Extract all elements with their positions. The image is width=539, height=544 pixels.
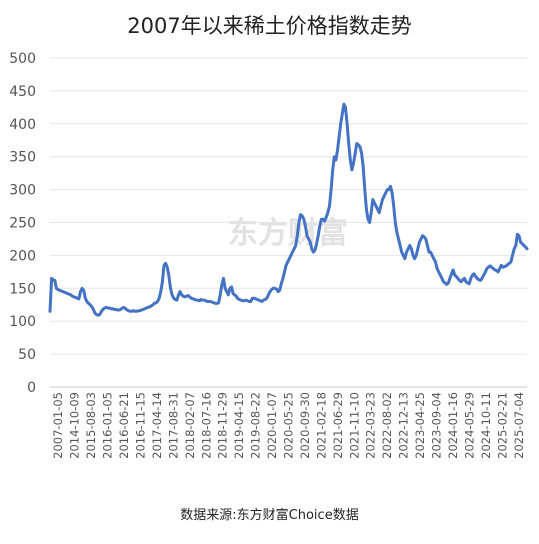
x-tick-label: 2022-08-02 <box>380 392 394 459</box>
y-tick-label: 200 <box>9 248 36 264</box>
x-tick-label: 2007-01-05 <box>51 392 65 459</box>
x-tick-label: 2015-08-03 <box>84 392 98 459</box>
x-tick-label: 2017-04-14 <box>150 392 164 459</box>
x-tick-label: 2019-08-22 <box>249 392 263 459</box>
y-tick-label: 450 <box>9 84 36 100</box>
y-tick-label: 250 <box>9 216 36 232</box>
x-tick-label: 2022-12-13 <box>397 392 411 459</box>
x-tick-label: 2018-07-16 <box>199 392 213 459</box>
x-tick-label: 2018-11-29 <box>216 392 230 459</box>
chart-title: 2007年以来稀土价格指数走势 <box>127 14 412 38</box>
y-gridlines <box>50 57 527 355</box>
x-tick-label: 2018-02-07 <box>183 392 197 459</box>
y-tick-label: 400 <box>9 117 36 133</box>
x-tick-label: 2020-01-07 <box>265 392 279 459</box>
x-tick-label: 2021-11-10 <box>347 392 361 459</box>
y-tick-label: 350 <box>9 150 36 166</box>
y-tick-label: 0 <box>27 380 36 396</box>
x-tick-label: 2024-01-16 <box>446 392 460 459</box>
x-tick-label: 2024-05-29 <box>462 392 476 459</box>
x-axis-labels: 2007-01-05 2014-10-09 2015-08-03 2016-01-05… <box>51 392 526 459</box>
x-tick-label: 2017-08-31 <box>166 392 180 459</box>
x-tick-label: 2016-01-05 <box>101 392 115 459</box>
y-tick-label: 150 <box>9 281 36 297</box>
watermark: 东方财富 <box>228 216 348 251</box>
x-tick-label: 2023-09-04 <box>430 392 444 459</box>
y-tick-label: 300 <box>9 183 36 199</box>
y-tick-label: 100 <box>9 314 36 330</box>
x-tick-label: 2024-10-11 <box>479 392 493 459</box>
x-tick-label: 2025-02-21 <box>495 392 509 459</box>
x-tick-label: 2023-04-25 <box>413 392 427 459</box>
x-tick-label: 2016-11-15 <box>133 392 147 459</box>
x-tick-label: 2022-03-23 <box>364 392 378 459</box>
series-line <box>48 102 529 317</box>
x-tick-label: 2025-07-04 <box>512 392 526 459</box>
x-tick-label: 2016-06-21 <box>117 392 131 459</box>
x-tick-label: 2020-09-30 <box>298 392 312 459</box>
y-axis-labels: 0 50 100 150 200 250 300 350 400 450 500 <box>9 51 36 396</box>
y-tick-label: 50 <box>18 347 36 363</box>
y-tick-label: 500 <box>9 51 36 67</box>
x-tick-label: 2021-06-29 <box>331 392 345 459</box>
x-tick-label: 2020-05-25 <box>282 392 296 459</box>
x-tick-label: 2019-04-15 <box>232 392 246 459</box>
x-tick-label: 2014-10-09 <box>68 392 82 459</box>
data-source-note: 数据来源:东方财富Choice数据 <box>180 508 359 523</box>
x-tick-label: 2021-02-18 <box>314 392 328 459</box>
